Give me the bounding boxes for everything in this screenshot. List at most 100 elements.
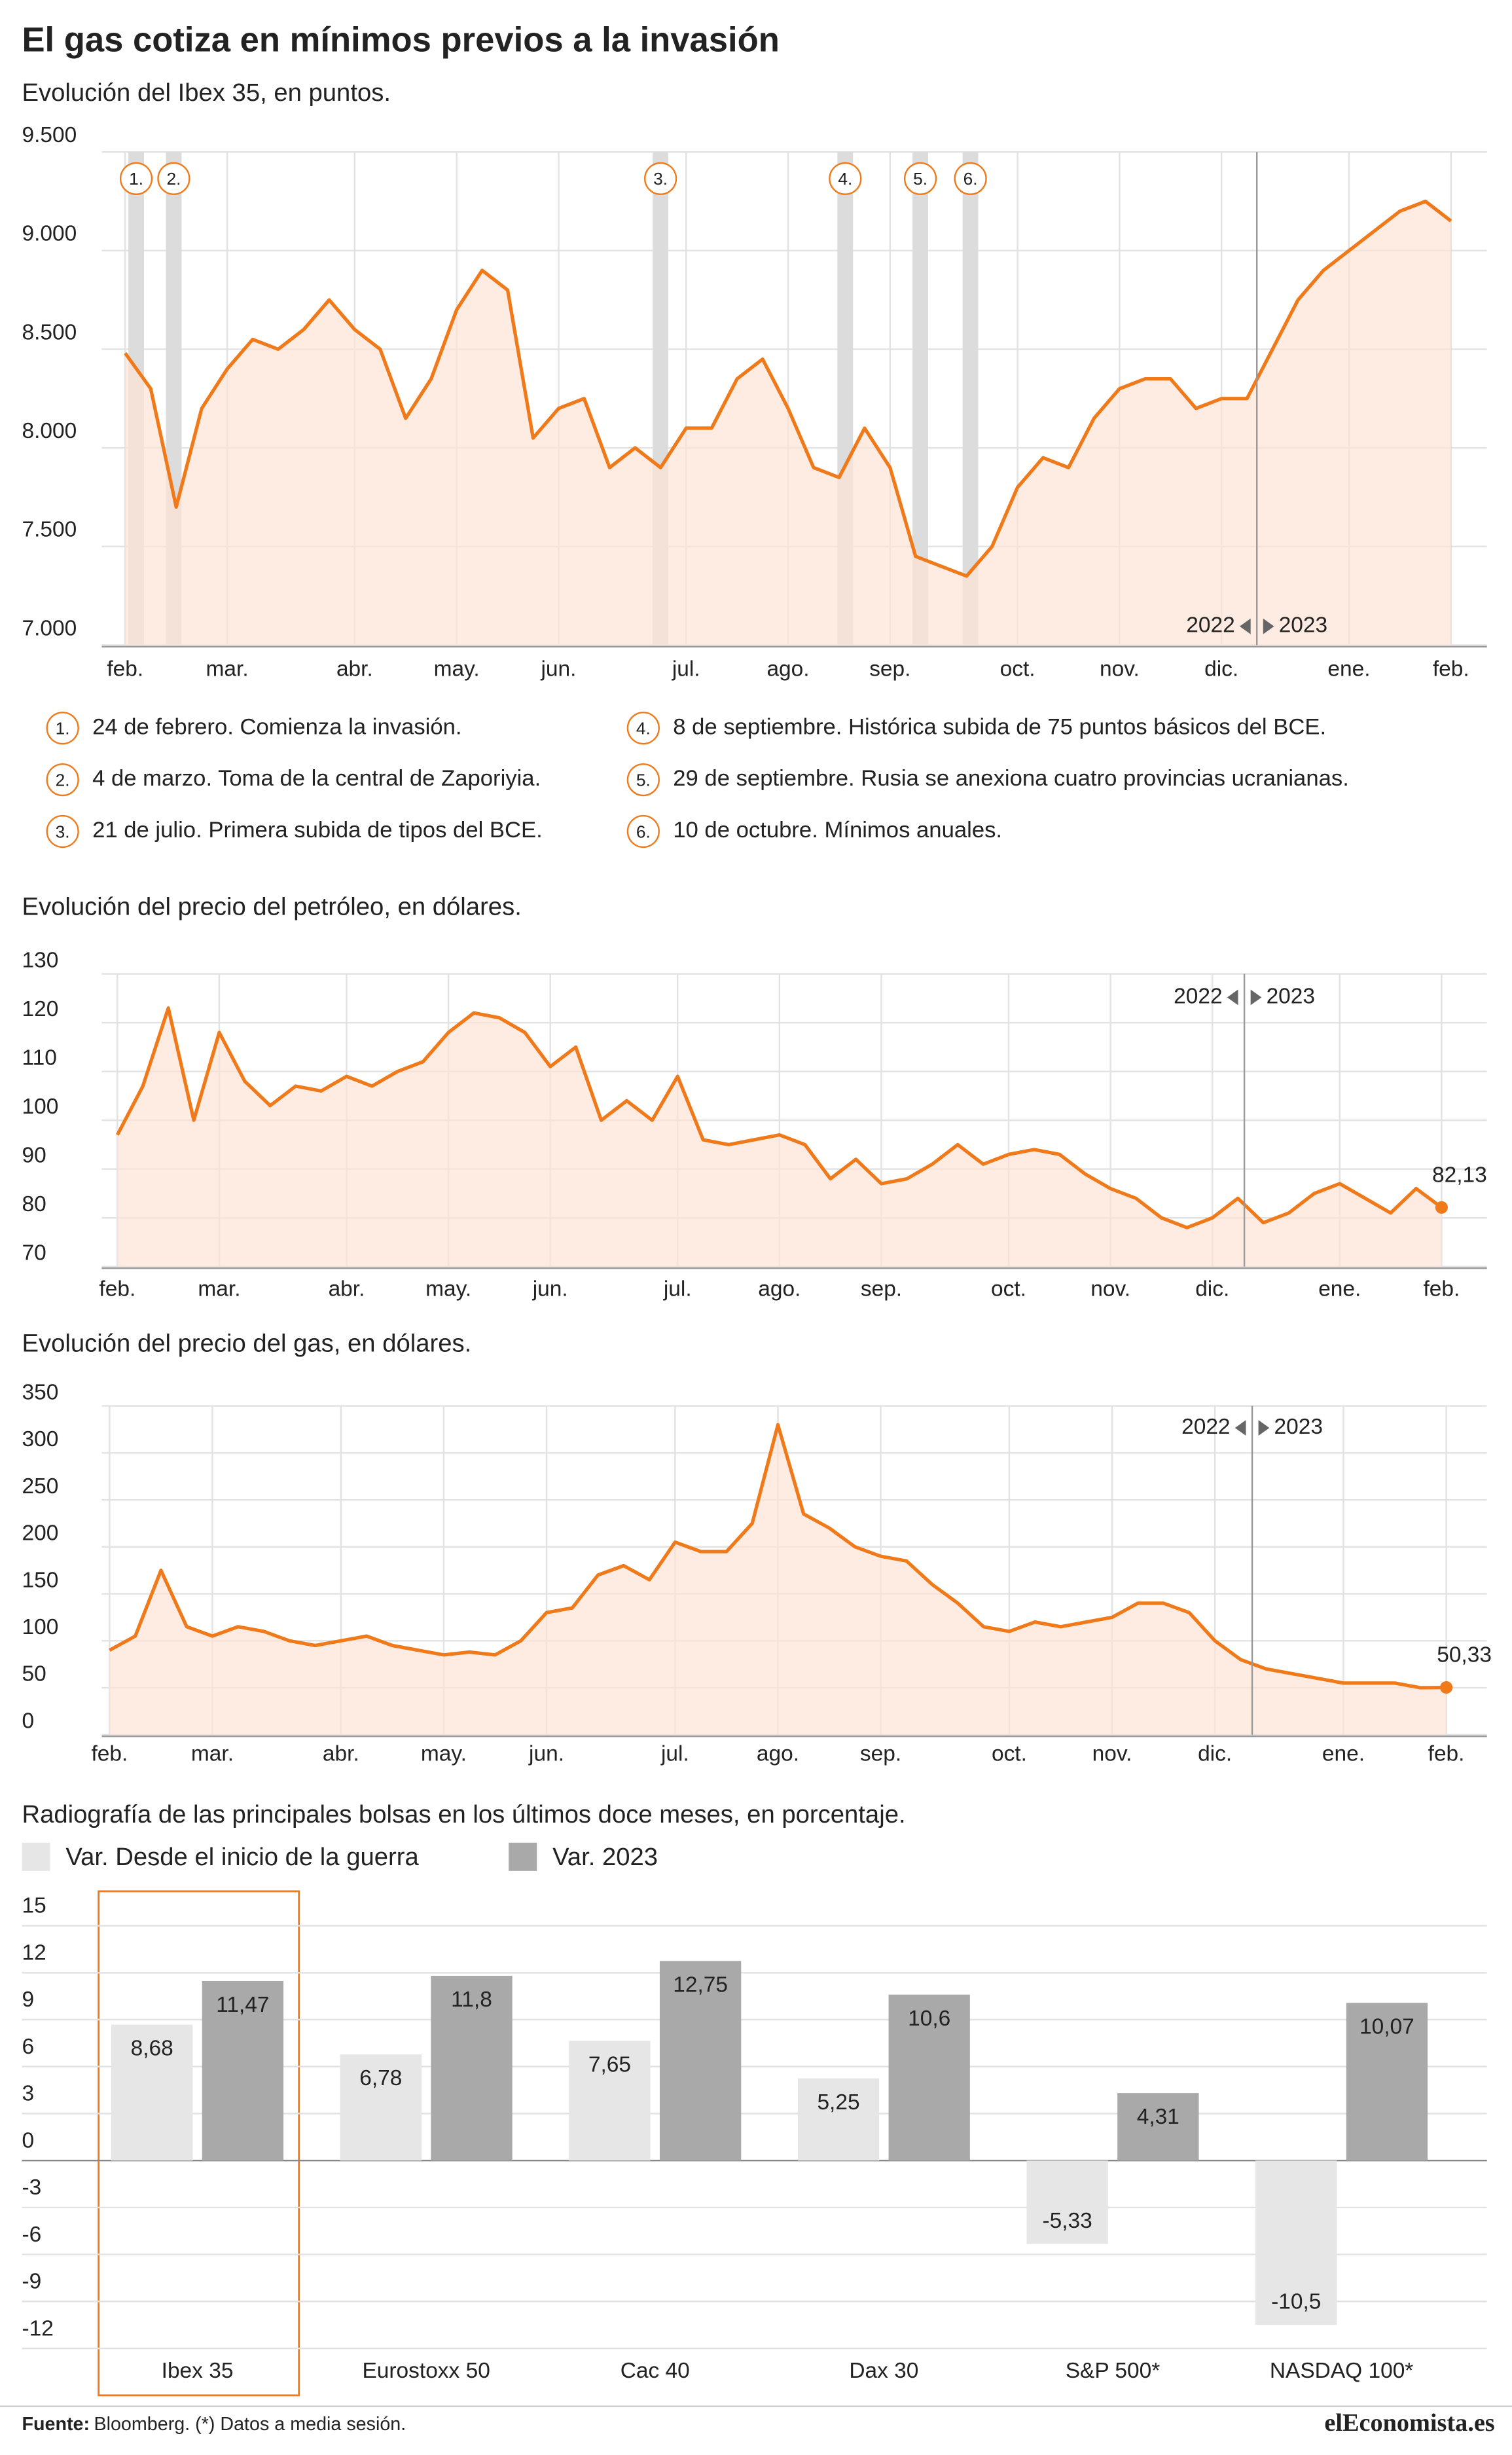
event-key-label: 3. (56, 822, 70, 841)
y-tick-label: 9.500 (22, 123, 77, 147)
x-tick-label: ene. (1322, 1742, 1365, 1766)
value-label: 6,78 (359, 2066, 402, 2090)
event-key (626, 712, 660, 745)
event-marker-label: 4. (838, 169, 852, 189)
event-text: 10 de octubre. Mínimos anuales. (673, 818, 1002, 843)
y-tick-label: 350 (22, 1380, 58, 1404)
x-tick-label: abr. (329, 1277, 365, 1301)
chart-title: Radiografía de las principales bolsas en… (22, 1800, 905, 1828)
event-marker (119, 162, 153, 195)
y-tick-label: 100 (22, 1095, 58, 1119)
event-key (626, 763, 660, 797)
y-tick-label: 300 (22, 1427, 58, 1451)
bar (1346, 2003, 1428, 2161)
x-tick-label: oct. (992, 1742, 1027, 1766)
source: Bloomberg. (*) Datos a media sesión. (94, 2414, 406, 2435)
y-tick-label: 80 (22, 1192, 46, 1216)
period-label: 2022 (1181, 1415, 1230, 1439)
event-text: 8 de septiembre. Histórica subida de 75 … (673, 714, 1326, 739)
y-tick-label: 8.500 (22, 320, 77, 344)
value-label: 11,8 (451, 1988, 492, 2012)
event-key-label: 4. (636, 719, 651, 738)
area (109, 1425, 1447, 1735)
value-label: 4,31 (1137, 2105, 1179, 2129)
x-tick-label: sep. (869, 657, 910, 682)
logo: elEconomista.es (1324, 2409, 1494, 2437)
period-arrow (1263, 618, 1274, 634)
event-text: 4 de marzo. Toma de la central de Zapori… (92, 766, 541, 791)
x-tick-label: mar. (191, 1742, 234, 1766)
value-label: 5,25 (817, 2090, 859, 2115)
chart-title: Evolución del precio del petróleo, en dó… (22, 892, 521, 920)
value-label: 8,68 (131, 2037, 173, 2061)
x-tick-label: Cac 40 (621, 2359, 690, 2383)
value-label: 10,07 (1359, 2015, 1414, 2039)
y-tick-label: -12 (22, 2316, 53, 2340)
period-label: 2023 (1274, 1415, 1323, 1439)
chart-title: Evolución del Ibex 35, en puntos. (22, 79, 391, 107)
legend-label: Var. Desde el inicio de la guerra (65, 1843, 419, 1871)
event-key-label: 2. (56, 770, 70, 790)
y-tick-label: 130 (22, 948, 58, 972)
event-key (46, 814, 79, 848)
x-tick-label: nov. (1092, 1742, 1132, 1766)
event-key-label: 5. (636, 770, 651, 790)
x-tick-label: oct. (1000, 657, 1035, 682)
y-tick-label: 7.500 (22, 518, 77, 542)
bar (797, 2078, 880, 2161)
x-tick-label: may. (434, 657, 480, 682)
x-tick-label: jul. (663, 1277, 692, 1301)
bar (202, 1980, 284, 2161)
y-tick-label: 0 (22, 2128, 34, 2153)
x-tick-label: Dax 30 (849, 2359, 918, 2383)
x-tick-label: ago. (757, 1742, 799, 1766)
event-marker-label: 5. (913, 169, 927, 189)
x-tick-label: oct. (991, 1277, 1026, 1301)
y-tick-label: 3 (22, 2082, 34, 2106)
y-tick-label: 100 (22, 1615, 58, 1639)
source-label: Fuente: (22, 2414, 90, 2435)
value-label: 82,13 (1432, 1163, 1487, 1187)
y-tick-label: -6 (22, 2223, 41, 2247)
period-arrow (1227, 989, 1238, 1006)
legend-label: Var. 2023 (552, 1843, 658, 1871)
y-tick-label: 0 (22, 1709, 34, 1733)
x-tick-label: mar. (206, 657, 249, 682)
x-tick-label: jul. (672, 657, 700, 682)
event-band (912, 152, 929, 646)
bar (659, 1961, 742, 2161)
x-tick-label: ene. (1327, 657, 1370, 682)
x-tick-label: ene. (1318, 1277, 1361, 1301)
x-tick-label: sep. (861, 1277, 902, 1301)
x-tick-label: feb. (91, 1742, 128, 1766)
x-tick-label: dic. (1195, 1277, 1229, 1301)
line (124, 199, 1452, 578)
event-marker-label: 3. (653, 169, 668, 189)
period-arrow (1258, 1420, 1270, 1436)
x-tick-label: feb. (99, 1277, 135, 1301)
value-label: -5,33 (1042, 2209, 1092, 2233)
bar (888, 1994, 970, 2161)
x-tick-label: sep. (860, 1742, 901, 1766)
end-dot (1440, 1681, 1453, 1694)
bar (431, 1976, 513, 2161)
area (117, 1008, 1442, 1267)
bar (1255, 2160, 1337, 2325)
x-tick-label: nov. (1090, 1277, 1130, 1301)
event-key (46, 712, 79, 745)
y-tick-label: 120 (22, 997, 58, 1021)
y-tick-label: 150 (22, 1568, 58, 1592)
y-tick-label: -3 (22, 2175, 41, 2200)
bar (340, 2054, 422, 2161)
x-tick-label: feb. (107, 657, 143, 682)
y-tick-label: 6 (22, 2035, 34, 2059)
y-tick-label: 15 (22, 1894, 46, 1918)
event-marker (829, 162, 862, 195)
period-arrow (1234, 1420, 1246, 1436)
period-arrow (1239, 618, 1251, 634)
y-tick-label: -9 (22, 2270, 41, 2294)
value-label: 11,47 (216, 1993, 269, 2017)
event-text: 29 de septiembre. Rusia se anexiona cuat… (673, 766, 1349, 791)
end-dot (1435, 1201, 1448, 1214)
